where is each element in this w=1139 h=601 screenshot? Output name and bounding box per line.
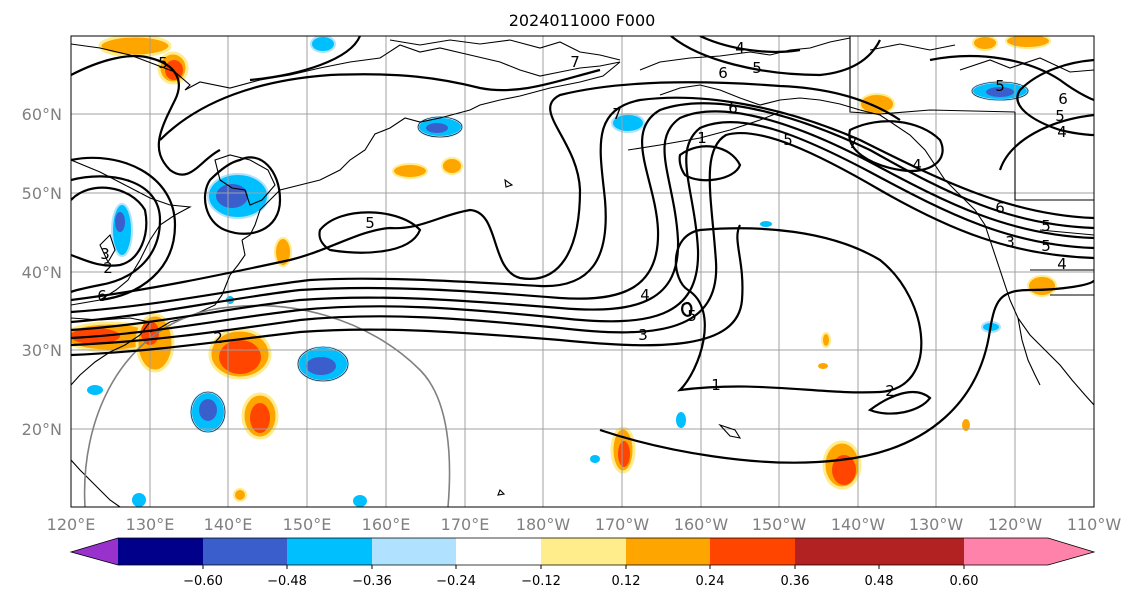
colorbar-label: −0.60 — [183, 574, 223, 589]
latitude-labels: 60°N 50°N 40°N 30°N 20°N — [22, 105, 62, 439]
colorbar-segment — [964, 538, 1048, 565]
contour-label: 6 — [995, 199, 1005, 217]
contour-label: 6 — [728, 99, 738, 117]
lon-label: 130°E — [126, 515, 175, 534]
lon-label: 170°W — [595, 515, 650, 534]
colorbar-extend-low — [71, 538, 118, 565]
lat-label: 60°N — [22, 105, 62, 124]
contour-label: 4 — [1057, 255, 1067, 273]
colorbar-segment — [203, 538, 287, 565]
colorbar-extend-high — [1048, 538, 1094, 565]
contour-label: 7 — [570, 53, 580, 71]
colorbar-segment — [710, 538, 795, 565]
colorbar-segment — [287, 538, 372, 565]
colorbar-label: 0.60 — [950, 574, 979, 589]
colorbar-label: 0.12 — [612, 574, 641, 589]
colorbar-label: −0.48 — [267, 574, 307, 589]
colorbar-label: 0.48 — [865, 574, 894, 589]
contour-label: 5 — [365, 214, 375, 232]
colorbar-label: 0.36 — [781, 574, 810, 589]
lon-label: 150°W — [752, 515, 807, 534]
lon-label: 130°W — [909, 515, 964, 534]
contour-label: 5 — [1041, 217, 1051, 235]
contour-label: 5 — [1041, 237, 1051, 255]
shaded-anomaly-patches — [71, 36, 1057, 507]
contour-label: 2 — [103, 259, 113, 277]
anomaly-outlines — [190, 81, 1029, 433]
colorbar-segment — [456, 538, 541, 565]
contour-label: 5 — [687, 307, 697, 325]
colorbar-segment — [626, 538, 710, 565]
colorbar: −0.60 −0.48 −0.36 −0.24 −0.12 0.12 0.24 … — [69, 537, 1096, 589]
contour-label: 4 — [1057, 123, 1067, 141]
map-title: 2024011000 F000 — [509, 11, 656, 30]
contour-label: 4 — [640, 286, 650, 304]
contour-label: 6 — [718, 64, 728, 82]
contour-label: 2 — [213, 329, 223, 347]
colorbar-segment — [372, 538, 456, 565]
lon-label: 160°W — [674, 515, 729, 534]
colorbar-segment — [879, 538, 964, 565]
contour-label: 1 — [711, 376, 721, 394]
map-frame — [70, 35, 1095, 508]
lon-label: 150°E — [283, 515, 332, 534]
contour-label: 1 — [697, 129, 707, 147]
colorbar-label: −0.24 — [436, 574, 476, 589]
colorbar-outline — [69, 537, 1096, 566]
lon-label: 120°W — [988, 515, 1043, 534]
lat-label: 20°N — [22, 420, 62, 439]
colorbar-segment — [541, 538, 626, 565]
contour-label: 4 — [912, 156, 922, 174]
map-area: 5 5 4 6 5 6 7 1 5 6 5 6 5 4 7 4 5 3 4 5 … — [71, 36, 1094, 507]
contour-label: 3 — [638, 326, 648, 344]
contour-lines — [71, 36, 1094, 464]
lat-label: 30°N — [22, 341, 62, 360]
lon-label: 120°E — [47, 515, 96, 534]
colorbar-label: 0.24 — [696, 574, 725, 589]
lon-label: 110°W — [1067, 515, 1122, 534]
contour-label: 5 — [1055, 107, 1065, 125]
contour-label: 4 — [735, 39, 745, 57]
contour-label: 5 — [783, 131, 793, 149]
lat-label: 40°N — [22, 263, 62, 282]
lon-label: 140°W — [831, 515, 886, 534]
colorbar-label: −0.36 — [352, 574, 392, 589]
lon-label: 140°E — [204, 515, 253, 534]
colorbar-segment — [118, 538, 203, 565]
coastlines — [71, 36, 1094, 507]
colorbar-label: −0.12 — [521, 574, 561, 589]
contour-label: 2 — [885, 382, 895, 400]
lat-label: 50°N — [22, 184, 62, 203]
contour-label: 5 — [752, 59, 762, 77]
contour-label: 7 — [612, 105, 622, 123]
contour-label: 7 — [848, 134, 858, 152]
lon-label: 170°E — [441, 515, 490, 534]
colorbar-segment — [795, 538, 879, 565]
longitude-labels: 120°E 130°E 140°E 150°E 160°E 170°E 180°… — [47, 515, 1122, 534]
contour-label: 6 — [1058, 90, 1068, 108]
contour-label: 5 — [995, 77, 1005, 95]
contour-label: 3 — [1005, 233, 1015, 251]
contour-label: 6 — [97, 287, 107, 305]
contour-label: 3 — [100, 245, 110, 263]
lon-label: 180°W — [516, 515, 571, 534]
contour-label: 5 — [158, 54, 168, 72]
contour-labels: 5 5 4 6 5 6 7 1 5 6 5 6 5 4 7 4 5 3 4 5 … — [97, 39, 1068, 400]
lon-label: 160°E — [362, 515, 411, 534]
